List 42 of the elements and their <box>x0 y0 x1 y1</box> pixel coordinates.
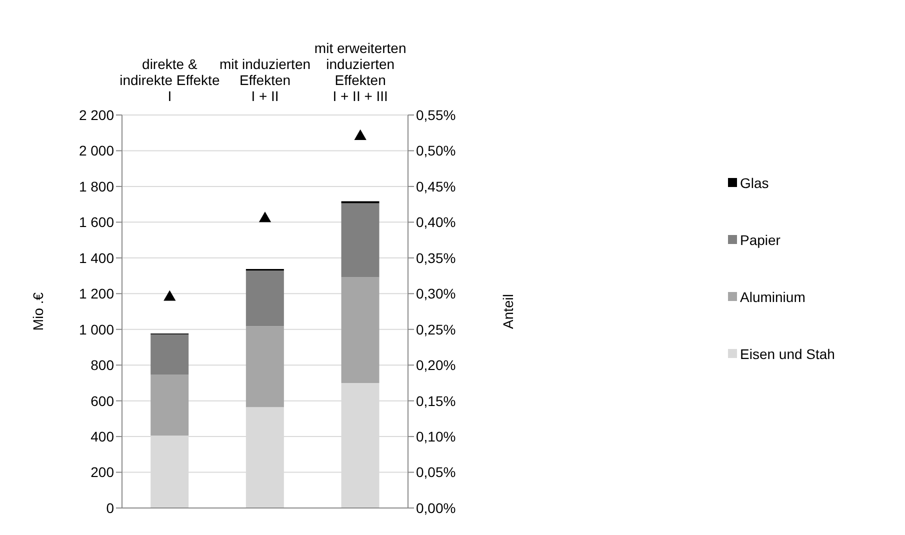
x-tick-label: mit induzierten Effekten I + II <box>219 56 311 104</box>
y-tick-label: 600 <box>90 392 114 409</box>
bar <box>150 334 189 375</box>
y2-tick-label: 0,50% <box>416 142 456 159</box>
y-tick-label: 1 600 <box>78 214 114 230</box>
y2-tick-label: 0,20% <box>416 357 456 374</box>
point <box>258 212 272 222</box>
y-tick-label: 1 000 <box>78 321 114 338</box>
y2-tick-label: 0,15% <box>416 392 456 409</box>
y-tick-label: 200 <box>90 464 114 480</box>
y2-tick-label: 0,40% <box>416 214 456 230</box>
bar <box>150 374 189 436</box>
y-tick-label: 0 <box>106 500 114 516</box>
y2-tick-label: 0,25% <box>416 321 456 338</box>
y-tick-label: 2 200 <box>78 106 114 123</box>
point <box>354 129 366 140</box>
y2-tick-label: 0,05% <box>416 464 456 480</box>
x-tick-label: direkte & indirekte Effekte I <box>120 56 220 104</box>
y-tick-label: 1 400 <box>78 250 114 266</box>
x-tick-label: mit erweiterten induzierten Effekten I + II + III <box>314 40 406 104</box>
y-tick-label: 1 800 <box>78 178 114 194</box>
bar <box>246 270 284 326</box>
y2-tick-label: 0,30% <box>416 286 456 302</box>
y2-tick-label: 0,55% <box>416 106 456 123</box>
y-tick-label: 800 <box>90 357 114 374</box>
y-tick-label: 400 <box>90 428 114 445</box>
y-tick-label: 1 200 <box>78 286 114 302</box>
y-tick-label: 2 000 <box>78 142 114 159</box>
y2-axis-title: Anteil <box>500 294 516 330</box>
bar <box>341 277 380 383</box>
bar <box>246 326 284 408</box>
legend-label: Papier <box>740 232 780 248</box>
y2-tick-label: 0,00% <box>416 500 456 516</box>
bar <box>341 203 380 278</box>
legend-label: Eisen und Stah <box>740 346 835 362</box>
y2-tick-label: 0,45% <box>416 178 456 194</box>
legend-label: Glas <box>740 174 769 190</box>
legend-label: Aluminium <box>740 288 806 304</box>
y-axis-title: Mio .€ <box>30 292 46 331</box>
point <box>164 290 176 301</box>
y2-tick-label: 0,35% <box>416 250 456 266</box>
y2-tick-label: 0,10% <box>416 428 456 445</box>
